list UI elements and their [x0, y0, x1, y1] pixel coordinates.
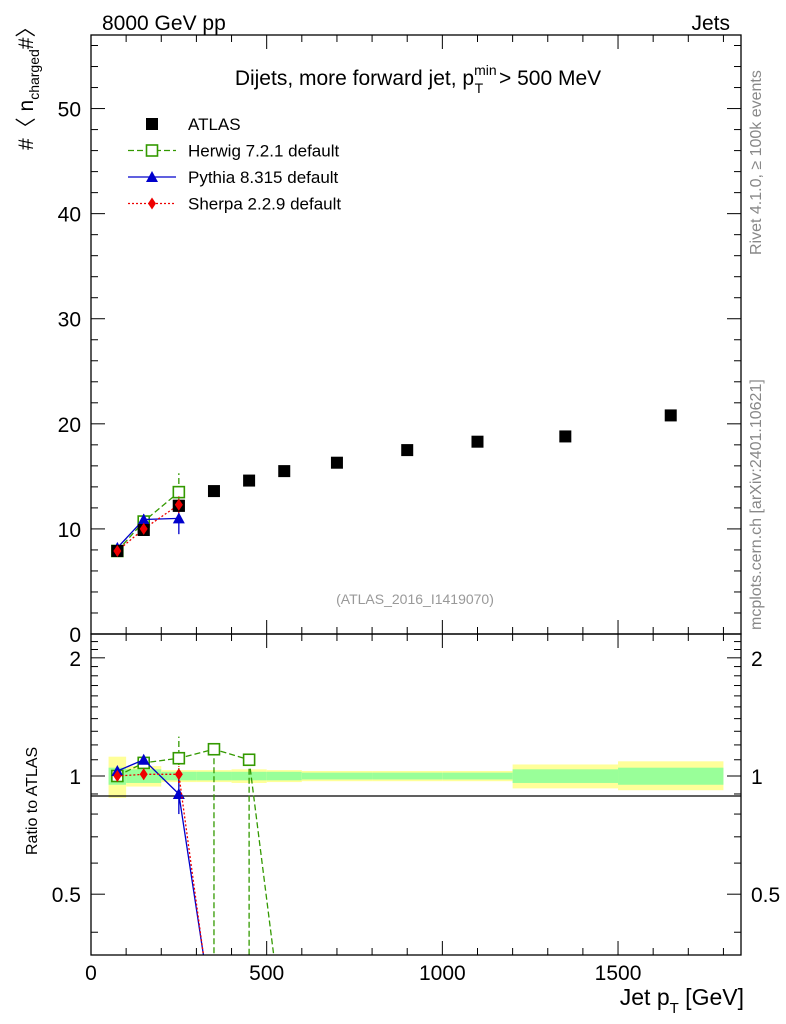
main-panel: Dijets, more forward jet, pmin T > 500 Me… [58, 34, 742, 647]
sherpa-ratio-point [113, 770, 122, 783]
ratio-band-inner [442, 772, 513, 780]
ratio-y-tick-label: 1 [69, 766, 81, 789]
pythia-ratio-line [117, 758, 205, 956]
ratio-band-inner [618, 767, 724, 785]
atlas-data-point [278, 465, 291, 478]
legend-label: Sherpa 2.2.9 default [188, 195, 341, 214]
main-y-tick-label: 20 [58, 414, 81, 437]
ratio-y-tick-label-right: 0.5 [751, 884, 780, 907]
herwig-ratio-point [207, 742, 221, 756]
atlas-data-point [559, 430, 572, 443]
ratio-y-tick-label: 0.5 [52, 884, 81, 907]
sherpa-data-point-front [113, 544, 122, 557]
herwig-ratio-point [242, 753, 256, 767]
atlas-data-point [243, 474, 256, 487]
pythia-data-point [137, 513, 150, 525]
legend-marker [146, 171, 158, 182]
svg-text:#〈 ncharged#〉: #〈 ncharged#〉 [15, 17, 42, 150]
main-y-tick-label: 40 [58, 204, 81, 227]
legend-marker [145, 144, 159, 157]
herwig-ratio-point [172, 751, 186, 765]
ratio-frame [90, 633, 742, 956]
herwig-data-point [172, 485, 186, 499]
atlas-data-point [401, 444, 414, 457]
ratio-band-inner [372, 772, 443, 780]
header-jets: Jets [691, 12, 730, 35]
ratio-y-tick-label: 2 [69, 648, 81, 671]
ratio-band-inner [266, 771, 302, 781]
atlas-data-point [664, 409, 677, 422]
legend-marker [146, 118, 158, 130]
ratio-panel: 0.5 0.5 1 1 2 2 0 500 1000 1500 [52, 633, 780, 985]
legend-label: ATLAS [188, 115, 241, 134]
ratio-band-inner [301, 772, 373, 780]
ratio-band-inner [512, 769, 619, 783]
legend-marker [148, 197, 156, 210]
watermark-analysis: (ATLAS_2016_I1419070) [336, 591, 494, 607]
atlas-data-point [471, 435, 484, 448]
ratio-y-tick-label-right: 2 [751, 648, 763, 671]
ratio-band-inner [231, 771, 267, 781]
side-rivet-label: Rivet 4.1.0, ≥ 100k events [748, 70, 765, 255]
plot-title: Dijets, more forward jet, pmin T > 500 Me… [235, 62, 601, 96]
side-mcplots-label: mcplots.cern.ch [arXiv:2401.10621] [748, 379, 765, 630]
legend-label: Herwig 7.2.1 default [188, 142, 339, 161]
sherpa-ratio-line [117, 773, 205, 956]
main-y-tick-label: 10 [58, 519, 81, 542]
main-y-tick-label: 0 [69, 624, 81, 647]
header-energy: 8000 GeV pp [102, 12, 226, 35]
x-axis-label: Jet pT [GeV] [620, 984, 744, 1017]
svg-text:Jet pT [GeV]: Jet pT [GeV] [620, 984, 744, 1017]
sherpa-ratio-point [139, 768, 148, 781]
pythia-ratio-point [172, 787, 185, 799]
x-tick-label: 500 [249, 962, 284, 985]
ratio-band-inner [196, 771, 232, 781]
sherpa-ratio-point [174, 768, 183, 781]
x-tick-label: 1000 [419, 962, 466, 985]
x-tick-label: 0 [85, 962, 97, 985]
sherpa-data-point-front [139, 522, 148, 535]
ratio-y-axis-label: Ratio to ATLAS [24, 747, 41, 855]
atlas-data-point [207, 485, 220, 498]
legend: ATLAS Herwig 7.2.1 default Pythia 8.315 de… [128, 115, 341, 214]
legend-label: Pythia 8.315 default [188, 168, 339, 187]
pythia-data-point [172, 512, 185, 524]
ratio-y-tick-label-right: 1 [751, 766, 763, 789]
main-y-tick-label: 30 [58, 309, 81, 332]
main-y-tick-label: 50 [58, 99, 81, 122]
main-y-axis-label: #〈 ncharged#〉 [15, 17, 42, 150]
atlas-data-point [330, 456, 343, 469]
sherpa-data-point-front [174, 498, 183, 511]
herwig-ratio-drop [248, 759, 275, 956]
x-tick-label: 1500 [595, 962, 642, 985]
pythia-ratio-point [137, 753, 150, 765]
